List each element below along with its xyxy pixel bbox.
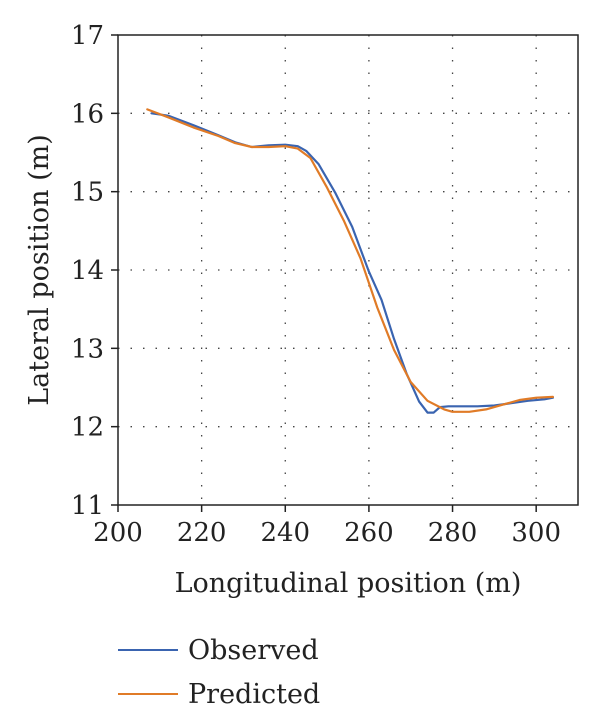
x-axis-title: Longitudinal position (m) xyxy=(175,568,522,599)
y-tick-label: 13 xyxy=(71,334,104,364)
legend-item-predicted: Predicted xyxy=(118,672,320,716)
y-axis-title: Lateral position (m) xyxy=(24,134,55,406)
legend-label-observed: Observed xyxy=(188,634,319,666)
y-tick-label: 12 xyxy=(71,413,104,443)
y-tick-label: 16 xyxy=(71,99,104,129)
y-tick-label: 17 xyxy=(71,21,104,51)
series-line-predicted xyxy=(146,108,555,413)
x-axis-ticks: 200 220 240 260 280 300 xyxy=(93,505,561,548)
legend-item-observed: Observed xyxy=(118,628,320,672)
series-lines xyxy=(146,108,555,414)
y-tick-label: 15 xyxy=(71,178,104,208)
y-tick-label: 14 xyxy=(71,256,104,286)
x-tick-label: 260 xyxy=(344,518,394,548)
y-tick-label: 11 xyxy=(71,491,104,521)
legend-label-predicted: Predicted xyxy=(188,678,321,710)
x-tick-label: 240 xyxy=(260,518,310,548)
legend-swatch-predicted xyxy=(118,693,178,695)
x-tick-label: 220 xyxy=(177,518,227,548)
line-chart: 200 220 240 260 280 300 11 12 13 14 15 16 17 Longit… xyxy=(24,21,579,599)
x-tick-label: 300 xyxy=(511,518,561,548)
x-tick-label: 200 xyxy=(93,518,143,548)
plot-frame xyxy=(117,34,579,506)
y-axis-ticks: 11 12 13 14 15 16 17 xyxy=(71,21,118,521)
series-line-observed xyxy=(150,112,555,414)
legend-swatch-observed xyxy=(118,649,178,651)
legend: Observed Predicted xyxy=(118,628,320,716)
grid xyxy=(118,35,578,505)
x-tick-label: 280 xyxy=(428,518,478,548)
